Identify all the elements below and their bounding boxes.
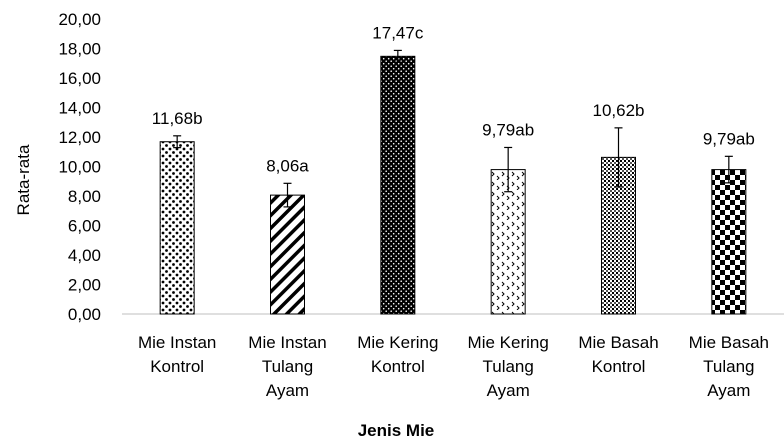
data-label: 9,79ab — [703, 129, 755, 148]
error-bar — [283, 182, 292, 208]
x-category-label: Mie Kering Kontrol — [357, 333, 438, 376]
data-label: 11,68b — [152, 109, 203, 128]
error-bar — [393, 49, 402, 63]
y-tick-label: 16,00 — [58, 69, 101, 88]
y-tick-label: 10,00 — [58, 158, 101, 177]
error-bar — [504, 146, 513, 193]
y-axis-title: Rata-rata — [14, 144, 33, 215]
y-tick-label: 18,00 — [58, 40, 101, 59]
x-category-label: Mie Basah Kontrol — [578, 333, 658, 376]
bars-group — [159, 55, 747, 315]
y-tick-label: 2,00 — [68, 276, 101, 295]
y-tick-label: 12,00 — [58, 128, 101, 147]
x-category-label: Mie Kering Tulang Ayam — [468, 333, 549, 400]
error-bar — [173, 135, 182, 149]
x-axis-category-labels: Mie Instan Kontrol Mie Instan Tulang Ayam Mie… — [138, 333, 769, 400]
data-label: 17,47c — [372, 23, 424, 42]
y-tick-label: 6,00 — [68, 217, 101, 236]
data-labels-group: 11,68b 8,06a 17,47c 9,79ab 10,62b 9,79ab — [152, 23, 755, 175]
x-category-label: Mie Basah Tulang Ayam — [689, 333, 769, 400]
y-axis-ticks: 0,00 2,00 4,00 6,00 8,00 10,00 12,00 14,00 16,00… — [58, 10, 101, 324]
bar — [711, 169, 747, 315]
bar — [159, 141, 195, 315]
bar — [490, 169, 526, 315]
x-category-label: Mie Instan Tulang Ayam — [248, 333, 326, 400]
x-category-label: Mie Instan Kontrol — [138, 333, 216, 376]
error-bars-group — [173, 49, 733, 208]
error-bar — [724, 155, 733, 184]
error-bar — [614, 127, 623, 188]
y-tick-label: 14,00 — [58, 99, 101, 118]
y-tick-label: 8,00 — [68, 187, 101, 206]
x-axis-title: Jenis Mie — [358, 421, 435, 440]
y-tick-label: 4,00 — [68, 246, 101, 265]
y-tick-label: 20,00 — [58, 10, 101, 29]
data-label: 10,62b — [593, 101, 645, 120]
bar — [380, 55, 416, 315]
data-label: 9,79ab — [482, 120, 534, 139]
y-tick-label: 0,00 — [68, 305, 101, 324]
data-label: 8,06a — [266, 156, 309, 175]
bar — [270, 194, 305, 315]
